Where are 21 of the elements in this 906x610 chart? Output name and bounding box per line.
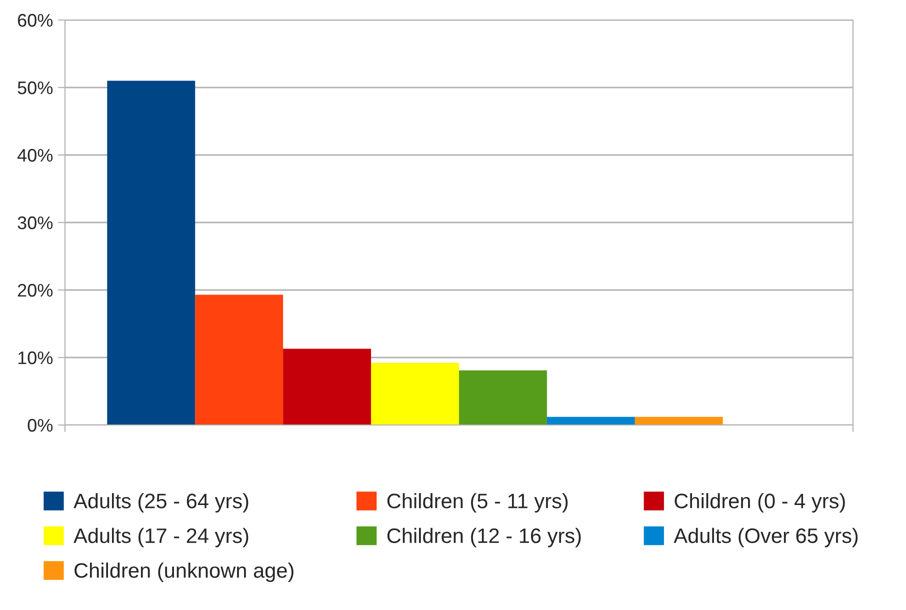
bar xyxy=(459,370,547,425)
legend-label: Children (0 - 4 yrs) xyxy=(674,493,845,513)
bar xyxy=(283,348,372,425)
y-tick-label: 60% xyxy=(18,14,53,27)
bar xyxy=(546,416,635,425)
y-tick-label: 20% xyxy=(18,284,53,297)
y-tick-label: 10% xyxy=(18,351,53,364)
bar xyxy=(634,416,723,425)
bar xyxy=(195,294,284,425)
y-tick-label: 50% xyxy=(18,81,53,94)
y-tick-label: 30% xyxy=(18,216,53,230)
legend-label: Adults (17 - 24 yrs) xyxy=(74,528,248,548)
legend-label: Children (5 - 11 yrs) xyxy=(387,493,568,513)
legend-label: Adults (Over 65 yrs) xyxy=(674,528,858,548)
bar xyxy=(107,80,196,425)
bar xyxy=(371,362,459,425)
legend-label: Children (12 - 16 yrs) xyxy=(387,528,581,548)
y-tick-label: 0% xyxy=(28,418,53,432)
legend-label: Children (unknown age) xyxy=(74,562,294,582)
legend-label: Adults (25 - 64 yrs) xyxy=(74,493,248,513)
y-tick-label: 40% xyxy=(17,148,53,162)
